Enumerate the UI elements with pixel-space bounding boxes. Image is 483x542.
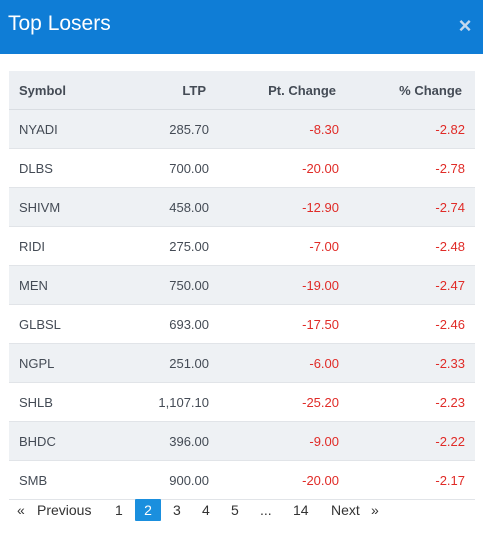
symbol-cell: SHIVM: [9, 187, 121, 227]
pct-change-cell: -2.47: [343, 265, 475, 305]
page-link-3[interactable]: 3: [173, 502, 181, 518]
page-ellipsis: ...: [260, 502, 272, 518]
ltp-cell: 1,107.10: [121, 382, 211, 422]
pt-change-cell: -9.00: [211, 421, 343, 461]
page-link-1[interactable]: 1: [115, 502, 123, 518]
previous-arrow-icon[interactable]: «: [17, 502, 25, 518]
page-link-14[interactable]: 14: [293, 502, 309, 518]
pct-change-cell: -2.33: [343, 343, 475, 383]
close-icon[interactable]: ×: [458, 13, 472, 38]
pt-change-cell: -6.00: [211, 343, 343, 383]
pt-change-cell: -7.00: [211, 226, 343, 266]
ltp-cell: 458.00: [121, 187, 211, 227]
ltp-cell: 693.00: [121, 304, 211, 344]
pt-change-cell: -19.00: [211, 265, 343, 305]
symbol-cell: NGPL: [9, 343, 121, 383]
pct-change-cell: -2.48: [343, 226, 475, 266]
next-arrow-icon[interactable]: »: [371, 502, 379, 518]
page-link-5[interactable]: 5: [231, 502, 239, 518]
table-header-row: Symbol LTP Pt. Change % Change: [9, 71, 475, 110]
pt-change-cell: -20.00: [211, 148, 343, 188]
pct-change-cell: -2.17: [343, 460, 475, 500]
table-row[interactable]: MEN 750.00 -19.00 -2.47: [9, 265, 475, 305]
previous-button[interactable]: Previous: [37, 502, 92, 518]
column-header-ltp[interactable]: LTP: [121, 71, 211, 110]
losers-table-container: Symbol LTP Pt. Change % Change NYADI 285.…: [9, 71, 475, 500]
table-row[interactable]: BHDC 396.00 -9.00 -2.22: [9, 421, 475, 461]
symbol-cell: GLBSL: [9, 304, 121, 344]
pt-change-cell: -12.90: [211, 187, 343, 227]
symbol-cell: SHLB: [9, 382, 121, 422]
table-row[interactable]: SMB 900.00 -20.00 -2.17: [9, 460, 475, 500]
table-row[interactable]: DLBS 700.00 -20.00 -2.78: [9, 148, 475, 188]
table-row[interactable]: NYADI 285.70 -8.30 -2.82: [9, 109, 475, 149]
pt-change-cell: -17.50: [211, 304, 343, 344]
pct-change-cell: -2.82: [343, 109, 475, 149]
pt-change-cell: -8.30: [211, 109, 343, 149]
page-link-2-active[interactable]: 2: [135, 499, 161, 521]
symbol-cell: BHDC: [9, 421, 121, 461]
pct-change-cell: -2.78: [343, 148, 475, 188]
pt-change-cell: -20.00: [211, 460, 343, 500]
column-header-pct-change[interactable]: % Change: [343, 71, 475, 110]
ltp-cell: 251.00: [121, 343, 211, 383]
table-row[interactable]: GLBSL 693.00 -17.50 -2.46: [9, 304, 475, 344]
losers-table: Symbol LTP Pt. Change % Change NYADI 285.…: [9, 71, 475, 500]
table-body: NYADI 285.70 -8.30 -2.82 DLBS 700.00 -20.00 -2.…: [9, 109, 475, 500]
column-header-pt-change[interactable]: Pt. Change: [211, 71, 343, 110]
symbol-cell: NYADI: [9, 109, 121, 149]
table-row[interactable]: SHIVM 458.00 -12.90 -2.74: [9, 187, 475, 227]
table-row[interactable]: NGPL 251.00 -6.00 -2.33: [9, 343, 475, 383]
ltp-cell: 900.00: [121, 460, 211, 500]
symbol-cell: SMB: [9, 460, 121, 500]
symbol-cell: DLBS: [9, 148, 121, 188]
symbol-cell: RIDI: [9, 226, 121, 266]
pt-change-cell: -25.20: [211, 382, 343, 422]
column-header-symbol[interactable]: Symbol: [9, 71, 121, 110]
table-row[interactable]: RIDI 275.00 -7.00 -2.48: [9, 226, 475, 266]
pct-change-cell: -2.74: [343, 187, 475, 227]
ltp-cell: 275.00: [121, 226, 211, 266]
ltp-cell: 700.00: [121, 148, 211, 188]
ltp-cell: 285.70: [121, 109, 211, 149]
page-link-4[interactable]: 4: [202, 502, 210, 518]
pct-change-cell: -2.23: [343, 382, 475, 422]
ltp-cell: 396.00: [121, 421, 211, 461]
pct-change-cell: -2.22: [343, 421, 475, 461]
ltp-cell: 750.00: [121, 265, 211, 305]
next-button[interactable]: Next: [331, 502, 360, 518]
modal-title: Top Losers: [8, 12, 111, 35]
symbol-cell: MEN: [9, 265, 121, 305]
modal-header: Top Losers ×: [0, 0, 483, 54]
pct-change-cell: -2.46: [343, 304, 475, 344]
table-row[interactable]: SHLB 1,107.10 -25.20 -2.23: [9, 382, 475, 422]
